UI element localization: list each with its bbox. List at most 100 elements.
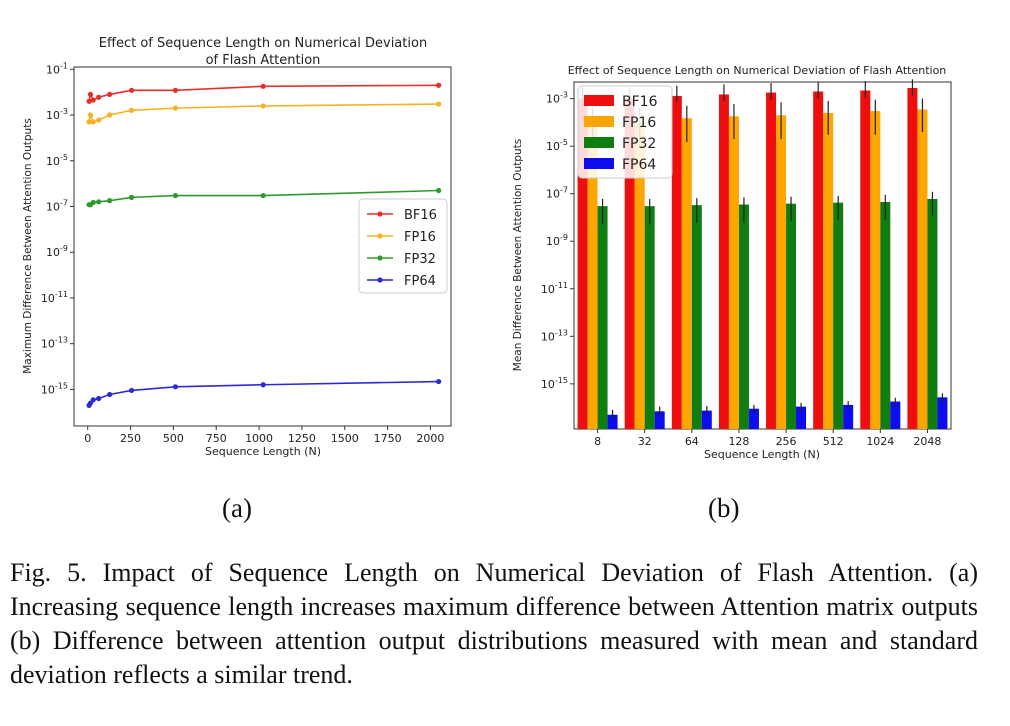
x-tick-label: 2048 (913, 435, 941, 448)
chart-b-title: Effect of Sequence Length on Numerical D… (568, 64, 947, 77)
data-point-FP16 (260, 103, 266, 109)
bar-FP64 (843, 404, 854, 429)
bar-FP32 (691, 205, 702, 429)
y-tick-label: 10-9 (46, 244, 68, 259)
x-tick-label: 500 (163, 432, 184, 445)
data-point-BF16 (107, 91, 113, 97)
legend-swatch-BF16 (584, 95, 614, 106)
data-point-FP16 (90, 119, 96, 125)
y-tick-label: 10-7 (46, 198, 68, 213)
legend-label-BF16: BF16 (404, 208, 437, 223)
legend-marker-FP32 (377, 255, 383, 261)
panel-label-a: (a) (222, 493, 252, 523)
legend-frame (358, 198, 448, 294)
x-tick-label: 512 (823, 435, 844, 448)
legend-marker-FP16 (377, 233, 383, 239)
data-point-FP16 (436, 101, 442, 107)
legend-label-FP64: FP64 (404, 274, 436, 289)
bar-FP32 (880, 201, 891, 429)
data-point-BF16 (128, 87, 135, 93)
data-point-FP64 (172, 384, 179, 390)
bar-FP16 (634, 122, 645, 429)
y-tick-label: 10-15 (41, 381, 68, 396)
y-axis-label: Mean Difference Between Attention Output… (512, 139, 524, 371)
y-tick-label: 10-1 (46, 61, 68, 76)
x-tick-label: 128 (728, 435, 749, 448)
data-point-BF16 (86, 98, 92, 104)
x-tick-label: 1750 (374, 432, 402, 445)
data-point-FP16 (86, 119, 92, 125)
legend-label-FP64: FP64 (622, 157, 656, 173)
y-tick-label: 10-13 (541, 328, 568, 343)
data-point-FP16 (87, 112, 94, 118)
data-point-FP32 (436, 187, 442, 194)
bar-FP32 (927, 198, 938, 429)
figure-caption: Fig. 5. Impact of Sequence Length on Num… (10, 558, 978, 689)
x-tick-label: 32 (638, 435, 652, 448)
legend-swatch-FP32 (584, 137, 614, 148)
data-point-FP64 (107, 391, 113, 398)
data-point-BF16 (96, 94, 102, 100)
x-tick-label: 0 (84, 432, 91, 445)
chart-a: Effect of Sequence Length on Numerical D… (22, 36, 452, 458)
x-tick-label: 1000 (245, 432, 273, 445)
data-point-FP64 (260, 382, 266, 388)
data-point-FP32 (128, 194, 135, 200)
bar-FP32 (833, 202, 844, 429)
data-point-BF16 (90, 97, 96, 103)
data-point-FP64 (128, 387, 135, 394)
bar-FP64 (701, 410, 712, 429)
legend-label-FP16: FP16 (622, 115, 656, 131)
y-tick-label: 10-11 (41, 290, 68, 305)
data-point-FP32 (90, 199, 96, 206)
data-point-FP16 (96, 117, 102, 123)
data-point-FP64 (436, 378, 442, 385)
chart-a-title-line1: Effect of Sequence Length on Numerical D… (99, 36, 427, 51)
x-tick-label: 750 (206, 432, 227, 445)
bar-FP64 (607, 414, 618, 429)
bar-BF16 (624, 98, 635, 429)
data-point-FP32 (96, 199, 102, 205)
bar-BF16 (860, 90, 871, 429)
x-axis-label: Sequence Length (N) (205, 445, 321, 458)
y-tick-label: 10-15 (541, 376, 568, 391)
x-tick-label: 1500 (331, 432, 359, 445)
y-tick-label: 10-5 (46, 153, 68, 168)
data-point-BF16 (87, 91, 94, 97)
bar-FP64 (890, 401, 901, 429)
bar-FP16 (823, 112, 834, 429)
legend-label-FP32: FP32 (622, 136, 656, 152)
legend-frame (577, 85, 673, 179)
x-tick-label: 250 (120, 432, 141, 445)
data-point-BF16 (172, 87, 179, 93)
x-tick-label: 1250 (288, 432, 316, 445)
bar-FP16 (870, 111, 881, 430)
bar-FP16 (776, 115, 787, 430)
x-tick-label: 256 (776, 435, 797, 448)
legend-label-BF16: BF16 (622, 94, 658, 110)
x-tick-label: 8 (594, 435, 601, 448)
data-point-FP16 (128, 107, 135, 113)
bar-FP64 (654, 411, 665, 429)
legend-label-FP32: FP32 (404, 252, 436, 267)
bar-BF16 (907, 88, 918, 429)
x-tick-label: 1024 (866, 435, 894, 448)
bar-BF16 (671, 95, 682, 429)
y-tick-label: 10-5 (546, 138, 568, 153)
bar-FP16 (587, 122, 598, 429)
data-point-BF16 (436, 82, 442, 88)
data-point-BF16 (260, 83, 266, 89)
y-tick-label: 10-11 (541, 281, 568, 296)
data-point-FP64 (96, 395, 102, 402)
data-point-FP64 (90, 397, 96, 403)
chart-a-plot-frame (73, 66, 452, 427)
bar-BF16 (577, 98, 588, 429)
bar-BF16 (718, 94, 729, 429)
data-point-FP32 (107, 198, 113, 204)
x-axis-label: Sequence Length (N) (704, 448, 820, 461)
y-tick-label: 10-3 (46, 107, 68, 122)
chart-a-legend: BF16 FP16 FP32 FP64 (358, 198, 448, 294)
y-axis-label: Maximum Difference Between Attention Out… (22, 118, 34, 374)
legend-label-FP16: FP16 (404, 230, 436, 245)
